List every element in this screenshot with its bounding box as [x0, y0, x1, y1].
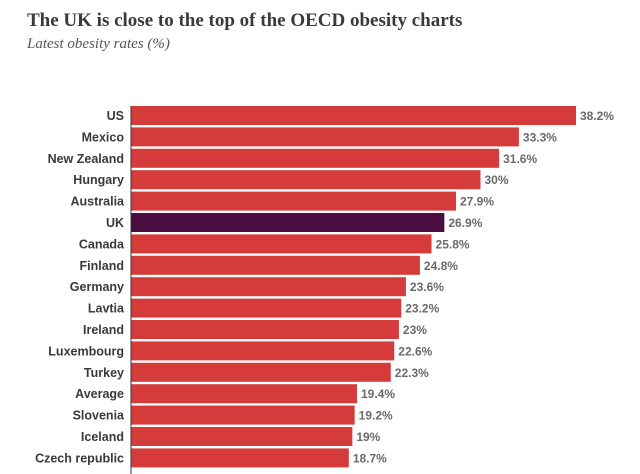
bar-average [131, 384, 357, 404]
bar-canada [131, 234, 432, 254]
bar-germany [131, 277, 406, 297]
category-label-iceland: Iceland [81, 430, 124, 444]
value-label-us: 38.2% [580, 109, 614, 123]
bar-iceland [131, 427, 353, 446]
category-label-slovenia: Slovenia [73, 409, 125, 423]
bar-slovenia [131, 405, 355, 425]
category-label-ireland: Ireland [83, 323, 124, 337]
value-label-finland: 24.8% [424, 259, 458, 273]
category-label-lavtia: Lavtia [88, 302, 125, 316]
value-label-lavtia: 23.2% [405, 302, 439, 316]
value-label-ireland: 23% [403, 323, 427, 337]
bars-group: US 38.2% Mexico 33.3% New Zealand 31.6% Hungar… [35, 106, 614, 468]
value-label-slovenia: 19.2% [359, 409, 393, 423]
category-label-turkey: Turkey [84, 366, 124, 380]
category-label-czech-republic: Czech republic [35, 451, 124, 465]
category-label-germany: Germany [70, 280, 124, 294]
bar-australia [131, 191, 457, 211]
category-label-australia: Australia [71, 195, 126, 209]
value-label-hungary: 30% [484, 173, 508, 187]
bar-uk [131, 213, 445, 232]
category-label-hungary: Hungary [73, 173, 124, 187]
value-label-average: 19.4% [361, 387, 395, 401]
bar-hungary [131, 170, 481, 190]
category-label-average: Average [75, 387, 124, 401]
bar-ireland [131, 320, 399, 339]
chart-subtitle: Latest obesity rates (%) [27, 36, 170, 52]
bar-finland [131, 255, 420, 275]
bar-mexico [131, 127, 519, 147]
bar-new-zealand [131, 148, 500, 168]
value-label-germany: 23.6% [410, 280, 444, 294]
category-label-mexico: Mexico [82, 130, 125, 144]
value-label-luxembourg: 22.6% [398, 344, 432, 358]
value-label-australia: 27.9% [460, 195, 494, 209]
value-label-iceland: 19% [356, 430, 380, 444]
value-label-new-zealand: 31.6% [503, 152, 537, 166]
category-label-finland: Finland [80, 259, 124, 273]
bar-turkey [131, 362, 391, 382]
value-label-turkey: 22.3% [395, 366, 429, 380]
chart-title: The UK is close to the top of the OECD o… [27, 10, 463, 31]
category-label-new-zealand: New Zealand [48, 152, 124, 166]
category-label-us: US [107, 109, 124, 123]
bar-czech-republic [131, 448, 349, 468]
category-label-canada: Canada [79, 237, 125, 251]
category-label-uk: UK [106, 216, 124, 230]
bar-luxembourg [131, 341, 395, 361]
bar-us [131, 106, 576, 125]
category-label-luxembourg: Luxembourg [48, 344, 124, 358]
value-label-canada: 25.8% [436, 237, 470, 251]
value-label-mexico: 33.3% [523, 130, 557, 144]
bar-lavtia [131, 298, 402, 318]
value-label-czech-republic: 18.7% [353, 451, 387, 465]
value-label-uk: 26.9% [448, 216, 482, 230]
